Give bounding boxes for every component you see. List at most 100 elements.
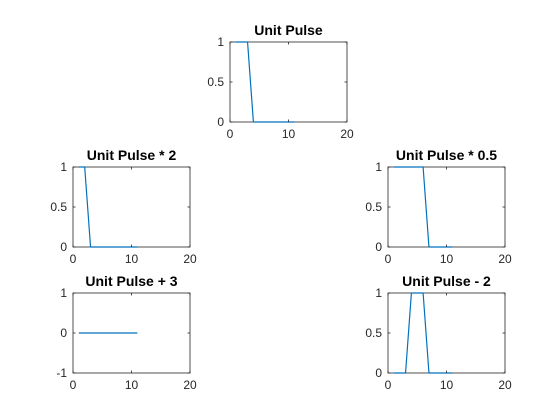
data-point [440,246,441,247]
data-point [405,166,406,167]
data-point [393,372,394,373]
data-point [235,41,236,42]
data-point [399,166,400,167]
data-point [434,246,435,247]
data-point [131,332,132,333]
y-tick-label: 1 [60,160,67,174]
data-point [399,372,400,373]
series-line [393,166,453,248]
y-tick-label: 0.5 [207,75,224,89]
x-tick-label: 20 [498,252,512,266]
x-tick-label: 10 [282,127,296,141]
y-tick-label: -1 [56,366,67,380]
series-line [235,41,295,123]
data-point [265,121,266,122]
subplot-2: 0 10 20 0 0.5 1 Unit Pulse * 2 [50,147,197,266]
data-point [125,246,126,247]
x-tick-label: 0 [227,127,234,141]
data-point [276,121,277,122]
data-point [108,332,109,333]
data-point [137,332,138,333]
x-tick-label: 0 [385,252,392,266]
y-tick-label: 1 [375,160,382,174]
data-point [247,41,248,42]
data-point [84,166,85,167]
data-point [137,246,138,247]
x-tick-label: 0 [385,378,392,392]
x-tick-label: 0 [70,378,77,392]
data-point [253,121,254,122]
data-point [84,332,85,333]
data-point [423,292,424,293]
subplot-5: 0 10 20 0 0.5 1 Unit Pulse - 2 [365,273,512,392]
subplot-title: Unit Pulse * 2 [87,147,177,163]
data-point [241,41,242,42]
subplot-title: Unit Pulse - 2 [402,273,491,289]
data-point [417,292,418,293]
data-point [270,121,271,122]
data-point [125,332,126,333]
axes-box [229,41,348,123]
data-point [423,166,424,167]
data-point [434,372,435,373]
data-point [113,332,114,333]
data-point [411,292,412,293]
data-point [294,121,295,122]
data-point [452,246,453,247]
data-point [417,166,418,167]
data-point [96,246,97,247]
y-tick-label: 0.5 [365,326,382,340]
y-tick-label: 0 [60,326,67,340]
data-point [78,332,79,333]
data-point [102,332,103,333]
y-tick-label: 0 [217,115,224,129]
y-tick-label: 0.5 [365,200,382,214]
subplot-3: 0 10 20 0 0.5 1 Unit Pulse * 0.5 [365,147,512,266]
x-tick-label: 10 [440,252,454,266]
data-point [90,332,91,333]
x-tick-label: 20 [183,378,197,392]
data-point [452,372,453,373]
y-tick-label: 1 [375,286,382,300]
data-point [282,121,283,122]
data-point [102,246,103,247]
x-tick-label: 20 [498,378,512,392]
axes-box [387,292,506,374]
data-point [393,166,394,167]
data-point [113,246,114,247]
x-tick-label: 10 [440,378,454,392]
y-tick-label: 0 [375,240,382,254]
axes-box [387,166,506,248]
data-point [259,121,260,122]
data-point [428,246,429,247]
x-tick-label: 0 [70,252,77,266]
axes-box [72,166,191,248]
series-line [393,292,453,374]
data-point [428,372,429,373]
x-tick-label: 10 [125,378,139,392]
y-tick-label: 0 [60,240,67,254]
y-tick-label: 0 [375,366,382,380]
data-point [440,372,441,373]
x-tick-label: 20 [340,127,354,141]
subplot-title: Unit Pulse + 3 [85,273,177,289]
data-point [119,246,120,247]
data-point [108,246,109,247]
data-point [119,332,120,333]
y-tick-label: 1 [217,35,224,49]
x-tick-label: 20 [183,252,197,266]
subplot-title: Unit Pulse [254,22,323,38]
subplot-1: 0 10 20 0 0.5 1 Unit Pulse [207,22,354,141]
subplot-title: Unit Pulse * 0.5 [396,147,497,163]
data-point [78,166,79,167]
data-point [90,246,91,247]
x-tick-label: 10 [125,252,139,266]
y-tick-label: 0.5 [50,200,67,214]
data-point [405,372,406,373]
data-point [411,166,412,167]
y-tick-label: 1 [60,286,67,300]
data-point [96,332,97,333]
series-line [78,166,138,248]
